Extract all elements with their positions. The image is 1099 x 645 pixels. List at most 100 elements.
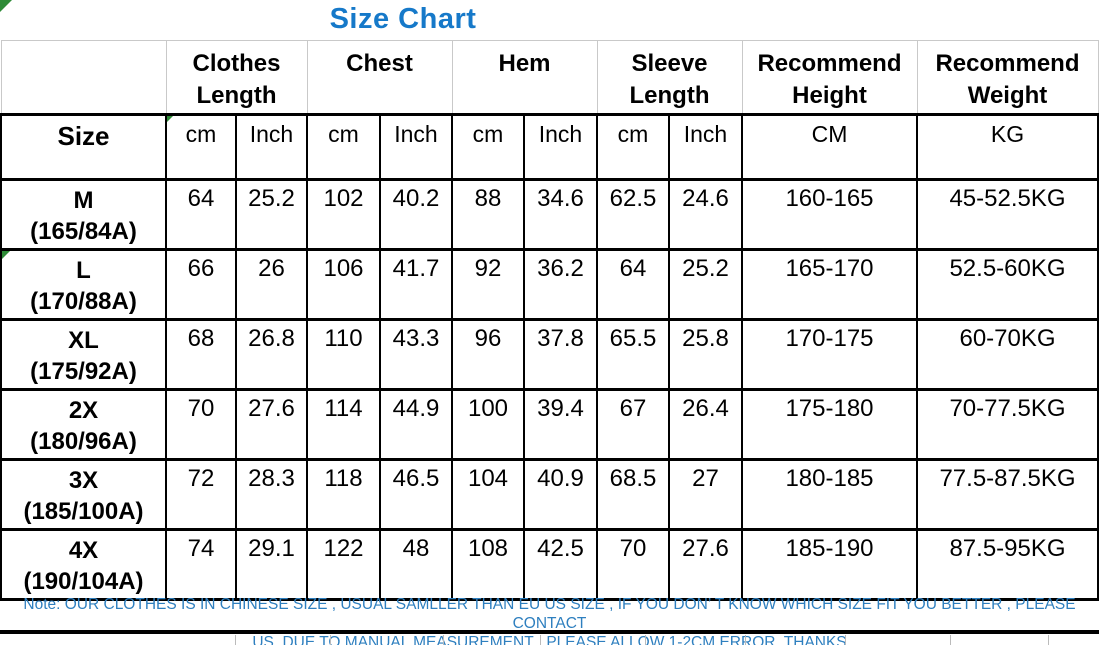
col-group-chest: Chest <box>306 40 453 115</box>
col-group-sleeve-length: Sleeve Length <box>596 40 743 115</box>
cell: 40.9 <box>523 458 598 531</box>
sub-header-row: Size cm Inch cm Inch cm Inch cm Inch CM … <box>0 113 1099 181</box>
cell: 27.6 <box>235 388 308 461</box>
subheader-cm-hem: cm <box>451 113 525 181</box>
subheader-inch-clothes: Inch <box>235 113 308 181</box>
cell: 26.4 <box>668 388 743 461</box>
cell: 100 <box>451 388 525 461</box>
subheader-cm-chest: cm <box>306 113 381 181</box>
size-label: XL <box>68 327 99 354</box>
cell: 87.5-95KG <box>916 528 1099 601</box>
grid-line <box>645 635 646 645</box>
cell: 96 <box>451 318 525 391</box>
cell: 180-185 <box>741 458 918 531</box>
size-code: (175/92A) <box>30 358 137 385</box>
cell: 77.5-87.5KG <box>916 458 1099 531</box>
note-line-2: US ,DUE TO MANUAL MEASUREMENT , PLEASE A… <box>252 634 847 645</box>
cell: 88 <box>451 178 525 251</box>
cell: 122 <box>306 528 381 601</box>
cell: 25.8 <box>668 318 743 391</box>
cell: 118 <box>306 458 381 531</box>
subheader-inch-sleeve: Inch <box>668 113 743 181</box>
cell: 65.5 <box>596 318 670 391</box>
cell: 170-175 <box>741 318 918 391</box>
cell: 68.5 <box>596 458 670 531</box>
size-label: M <box>73 187 94 214</box>
grid-line <box>540 635 541 645</box>
cell: 104 <box>451 458 525 531</box>
grid-line <box>845 635 846 645</box>
cell: 44.9 <box>379 388 453 461</box>
grid-line <box>235 635 236 645</box>
cell: 74 <box>165 528 237 601</box>
subheader-cm-clothes: cm <box>165 113 237 181</box>
cell: 62.5 <box>596 178 670 251</box>
group-header-row: Clothes Length Chest Hem Sleeve Length R… <box>0 40 1099 115</box>
table-row: M (165/84A) 64 25.2 102 40.2 88 34.6 62.… <box>0 178 1099 251</box>
subheader-inch-chest: Inch <box>379 113 453 181</box>
cell: 27 <box>668 458 743 531</box>
grid-line <box>330 635 331 645</box>
cell: 28.3 <box>235 458 308 531</box>
size-cell: M (165/84A) <box>0 178 167 251</box>
cell: 70 <box>596 528 670 601</box>
subheader-cm-sleeve: cm <box>596 113 670 181</box>
cell: 110 <box>306 318 381 391</box>
cell: 26.8 <box>235 318 308 391</box>
cell: 165-170 <box>741 248 918 321</box>
cell: 41.7 <box>379 248 453 321</box>
cell: 42.5 <box>523 528 598 601</box>
size-cell: 4X (190/104A) <box>0 528 167 601</box>
cell: 70-77.5KG <box>916 388 1099 461</box>
cell: 52.5-60KG <box>916 248 1099 321</box>
cell: 39.4 <box>523 388 598 461</box>
cell: 160-165 <box>741 178 918 251</box>
cell: 92 <box>451 248 525 321</box>
size-code: (165/84A) <box>30 218 137 245</box>
cell: 25.2 <box>235 178 308 251</box>
col-group-recommend-height: Recommend Height <box>741 40 918 115</box>
cell: 72 <box>165 458 237 531</box>
cell: 43.3 <box>379 318 453 391</box>
size-code: (190/104A) <box>23 568 144 595</box>
cell: 46.5 <box>379 458 453 531</box>
note-line-1: Note: OUR CLOTHES IS IN CHINESE SIZE , U… <box>23 596 1076 632</box>
size-label: 2X <box>68 397 99 424</box>
grid-line <box>1048 635 1049 645</box>
cell: 27.6 <box>668 528 743 601</box>
cell: 26 <box>235 248 308 321</box>
subheader-cm-height: CM <box>741 113 918 181</box>
cell: 64 <box>596 248 670 321</box>
grid-line <box>443 635 444 645</box>
cell: 45-52.5KG <box>916 178 1099 251</box>
cell: 108 <box>451 528 525 601</box>
cell: 34.6 <box>523 178 598 251</box>
size-cell: L (170/88A) <box>0 248 167 321</box>
grid-line <box>950 635 951 645</box>
excel-error-marker-icon <box>0 0 12 12</box>
cell: 114 <box>306 388 381 461</box>
cell: 40.2 <box>379 178 453 251</box>
subheader-inch-hem: Inch <box>523 113 598 181</box>
table-row: L (170/88A) 66 26 106 41.7 92 36.2 64 25… <box>0 248 1099 321</box>
table-row: 2X (180/96A) 70 27.6 114 44.9 100 39.4 6… <box>0 388 1099 461</box>
subheader-size: Size <box>0 113 167 181</box>
cell: 175-180 <box>741 388 918 461</box>
size-label: L <box>76 257 91 284</box>
size-chart-table: Clothes Length Chest Hem Sleeve Length R… <box>0 40 1099 601</box>
col-group-recommend-weight: Recommend Weight <box>916 40 1099 115</box>
note-text: Note: OUR CLOTHES IS IN CHINESE SIZE , U… <box>0 594 1099 645</box>
cell: 70 <box>165 388 237 461</box>
size-cell: 2X (180/96A) <box>0 388 167 461</box>
cell: 60-70KG <box>916 318 1099 391</box>
page-title: Size Chart <box>329 3 477 35</box>
col-group-hem: Hem <box>451 40 598 115</box>
group-header-empty <box>0 40 167 115</box>
cell: 66 <box>165 248 237 321</box>
cell: 48 <box>379 528 453 601</box>
size-label: 4X <box>68 537 99 564</box>
cell: 67 <box>596 388 670 461</box>
partial-next-row <box>0 633 1099 645</box>
cell: 37.8 <box>523 318 598 391</box>
